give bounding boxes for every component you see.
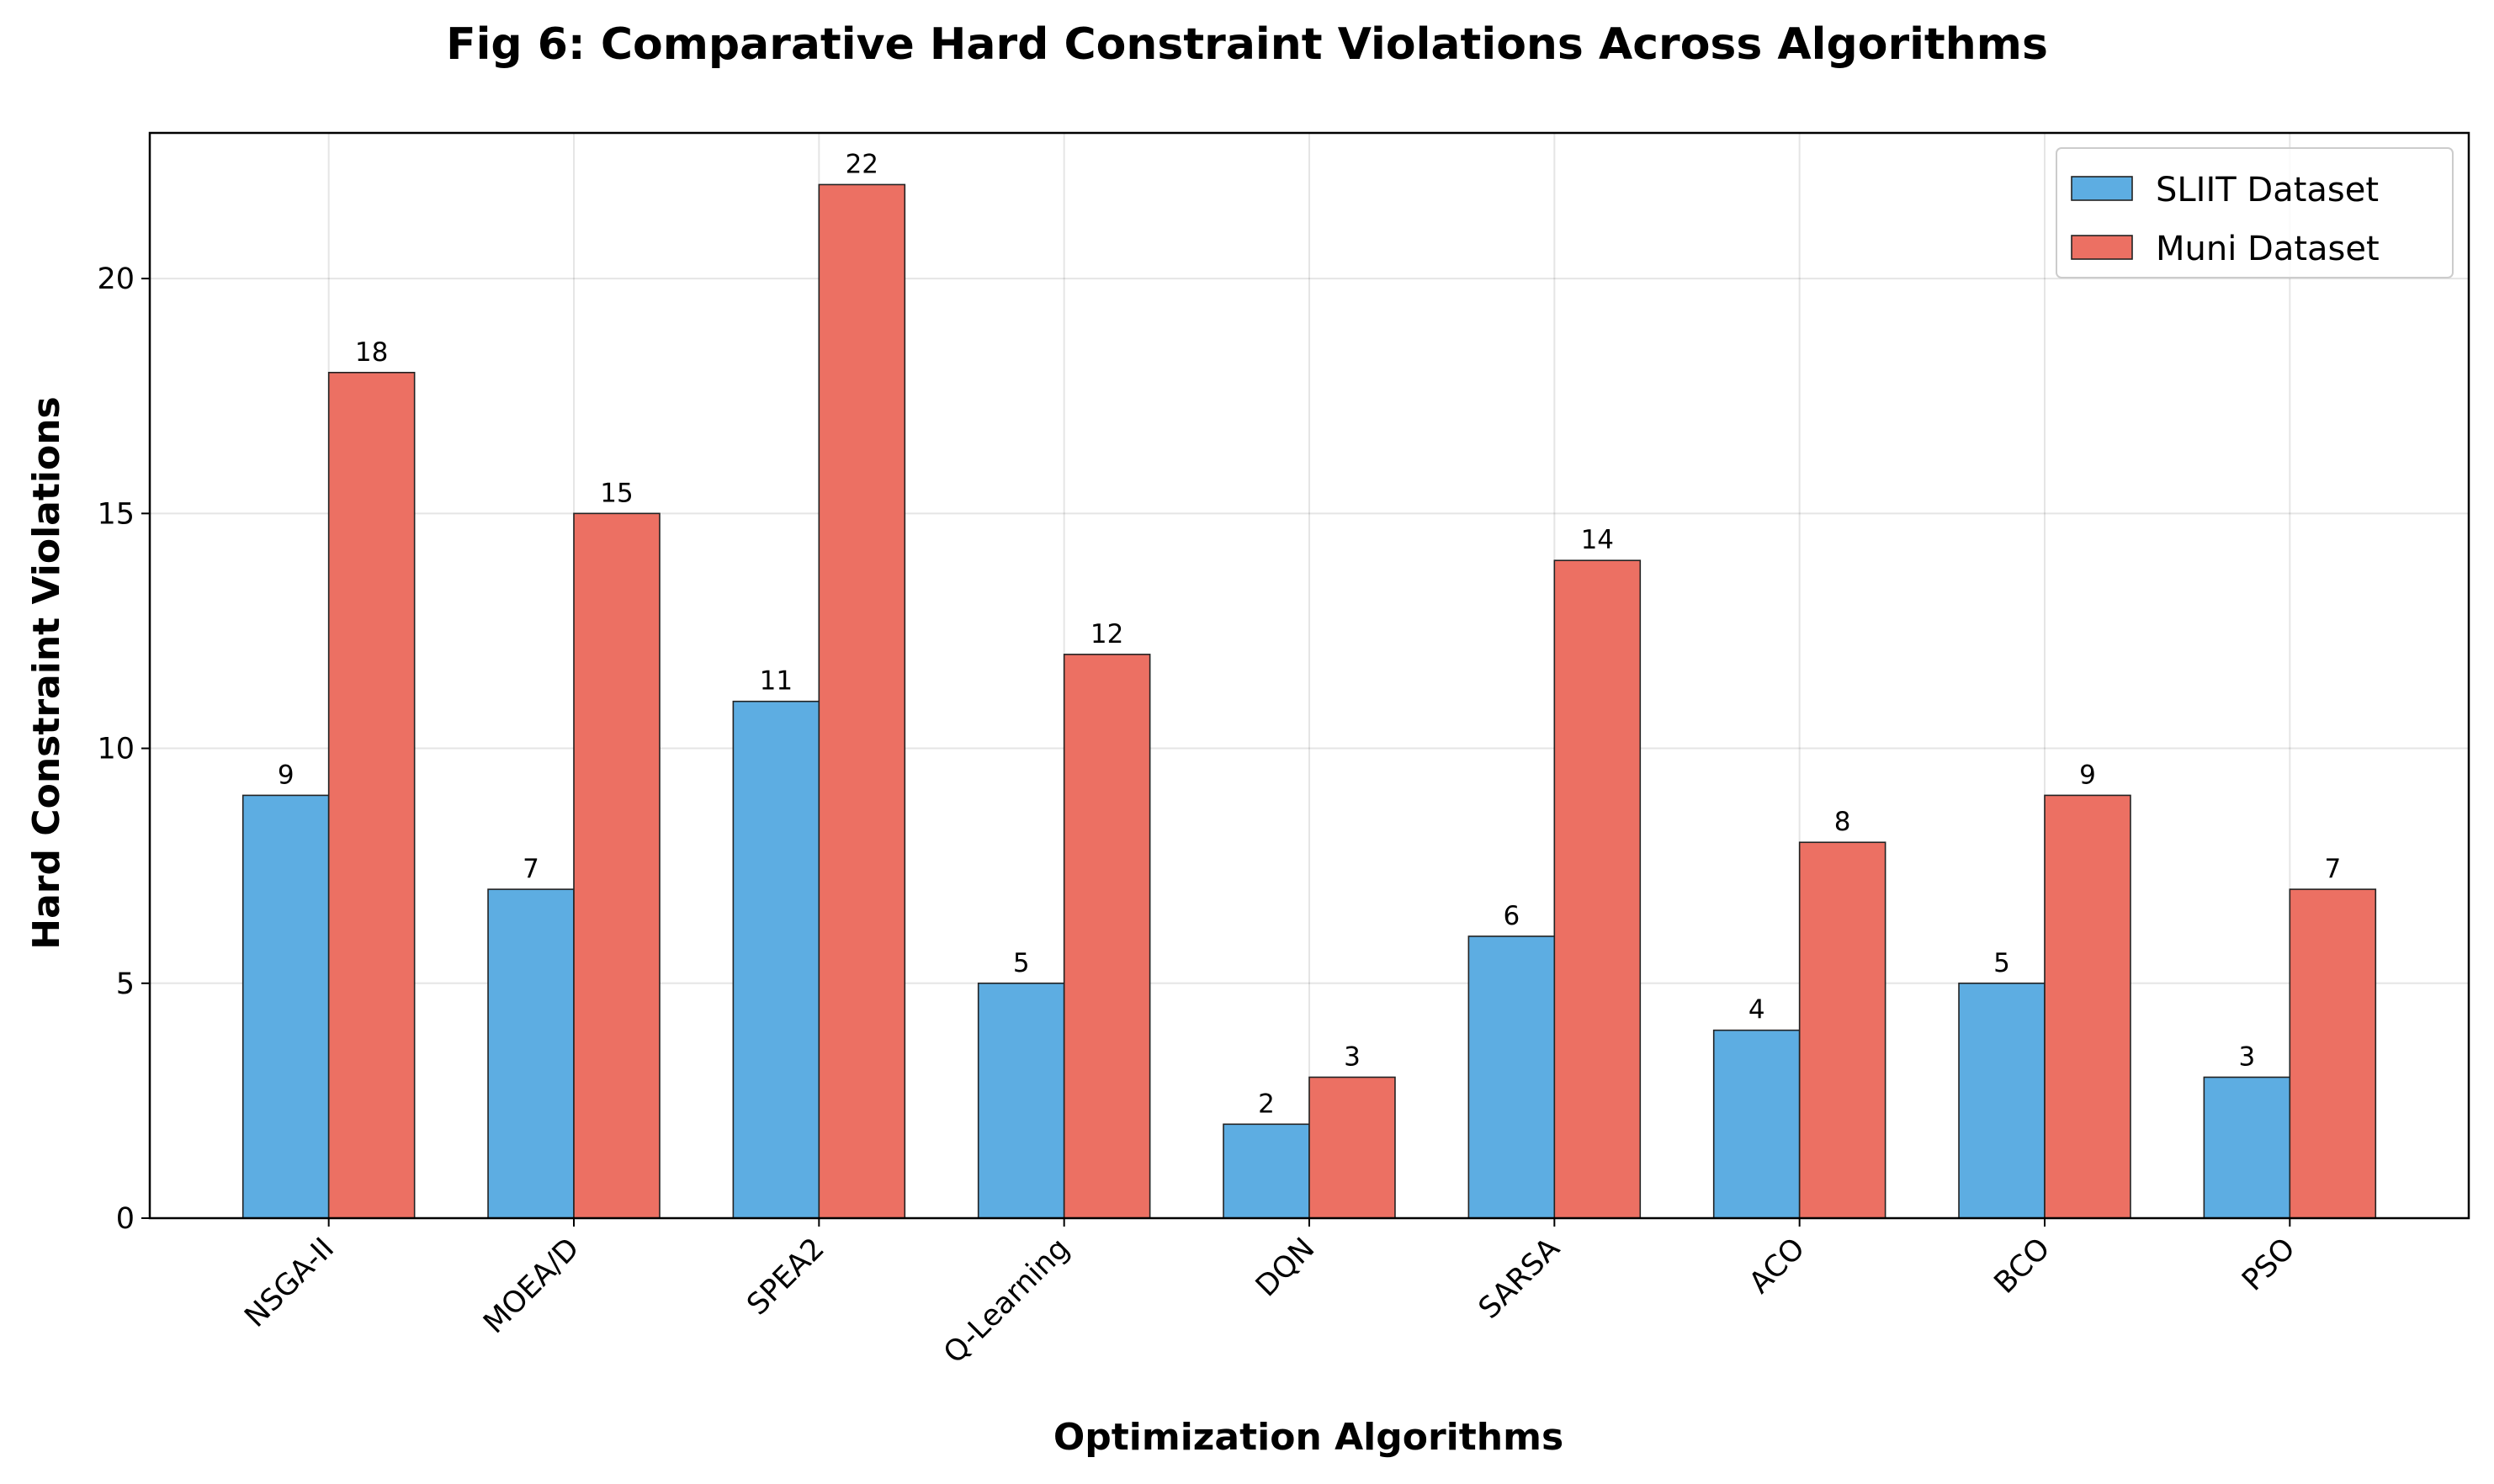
bar-sliit [241, 794, 330, 1219]
bar-muni [2289, 888, 2377, 1219]
bar-sliit [1958, 982, 2046, 1219]
data-label: 9 [2079, 760, 2096, 790]
data-label: 2 [1258, 1089, 1275, 1119]
y-tick-label: 0 [116, 1202, 135, 1236]
y-tick-label: 10 [97, 733, 135, 766]
bars [241, 183, 2377, 1219]
bar-muni [1553, 559, 1642, 1219]
bar-muni [1308, 1076, 1396, 1219]
data-labels: 9 18 7 15 11 22 5 12 2 3 6 14 4 8 5 9 3 7 [278, 149, 2341, 1119]
legend: SLIIT Dataset Muni Dataset [2056, 147, 2454, 278]
data-label: 18 [355, 337, 388, 368]
legend-swatch [2071, 235, 2133, 260]
data-label: 7 [2324, 854, 2341, 884]
x-tick-label: MOEA/D [477, 1232, 586, 1340]
bar-muni [1063, 654, 1151, 1219]
data-label: 14 [1581, 525, 1614, 555]
data-label: 4 [1748, 995, 1765, 1026]
x-tick-label: SARSA [1473, 1232, 1567, 1326]
x-tick-label: DQN [1250, 1232, 1321, 1303]
bar-sliit [2203, 1076, 2291, 1219]
bar-sliit [487, 888, 575, 1219]
x-tick-label: SPEA2 [740, 1232, 830, 1322]
chart-title: Fig 6: Comparative Hard Constraint Viola… [446, 19, 2048, 70]
data-label: 8 [1834, 807, 1851, 837]
y-tick-label: 15 [97, 497, 135, 531]
data-label: 7 [523, 854, 539, 884]
y-tick-label: 5 [116, 967, 135, 1001]
data-label: 5 [1993, 948, 2010, 978]
data-label: 9 [278, 760, 295, 790]
bar-sliit [732, 700, 820, 1219]
data-label: 22 [846, 149, 878, 179]
x-tick-label: NSGA-II [238, 1232, 341, 1334]
data-label: 15 [600, 478, 633, 508]
bar-sliit [1712, 1029, 1801, 1219]
bar-muni [1798, 841, 1886, 1219]
bar-muni [573, 512, 661, 1219]
legend-swatch [2071, 176, 2133, 201]
data-label: 12 [1090, 619, 1123, 649]
legend-label: SLIIT Dataset [2156, 171, 2379, 209]
y-tick-label: 20 [97, 262, 135, 296]
data-label: 5 [1013, 948, 1030, 978]
legend-box [2056, 147, 2454, 278]
bar-sliit [977, 982, 1065, 1219]
x-tick-label: BCO [1988, 1232, 2057, 1301]
x-tick-label: Q-Learning [937, 1232, 1076, 1370]
y-axis-label: Hard Constraint Violations [25, 396, 68, 949]
data-label: 3 [2238, 1041, 2255, 1072]
x-tick-label: PSO [2236, 1232, 2301, 1297]
y-axis: 0 5 10 15 20 [97, 262, 150, 1236]
legend-label: Muni Dataset [2156, 230, 2380, 268]
bar-muni [327, 372, 416, 1219]
bar-muni [818, 183, 906, 1219]
data-label: 6 [1503, 901, 1520, 931]
x-axis: NSGA-II MOEA/D SPEA2 Q-Learning DQN SARSA ACO B… [238, 1218, 2302, 1370]
bar-muni [2044, 794, 2131, 1219]
bar-sliit [1223, 1123, 1310, 1219]
x-axis-label: Optimization Algorithms [1053, 1416, 1563, 1459]
data-label: 3 [1344, 1041, 1361, 1072]
bar-sliit [1467, 935, 1556, 1219]
data-label: 11 [760, 666, 793, 697]
x-tick-label: ACO [1743, 1232, 1812, 1301]
